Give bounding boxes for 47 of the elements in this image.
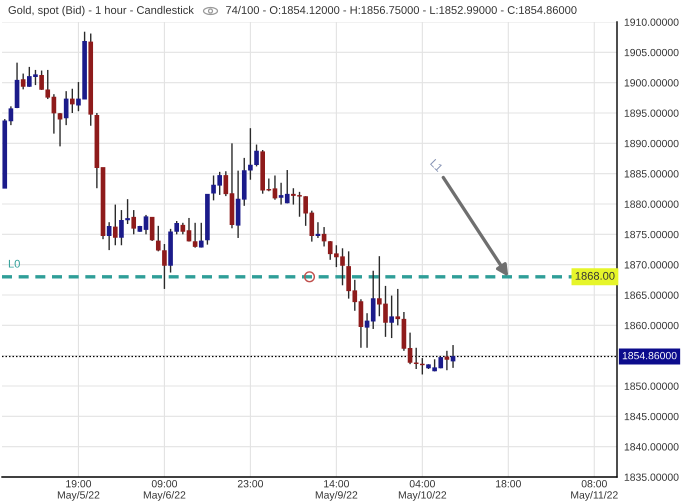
candlestick <box>389 294 394 339</box>
y-tick-label: 1845.00000 <box>624 412 679 420</box>
candlestick <box>70 88 75 114</box>
candlestick <box>106 222 112 251</box>
y-tick-label: 1840.00000 <box>624 443 679 451</box>
x-tick-label: 19:00 May/5/22 <box>58 480 100 501</box>
candlestick <box>112 204 118 246</box>
chart-subtitle: 74/100 - O:1854.12000 - H:1856.75000 - L:1852.99000 - C:1854.86000 <box>226 6 577 14</box>
candlestick <box>450 344 456 369</box>
x-tick-label: 09:00 May/6/22 <box>144 480 186 501</box>
y-tick-label: 1860.00000 <box>624 322 679 330</box>
y-tick-label: 1880.00000 <box>624 200 679 208</box>
y-tick-label: 1850.00000 <box>624 382 679 390</box>
y-tick-label: 1875.00000 <box>624 230 679 238</box>
candlestick <box>156 225 161 252</box>
y-tick-label: 1895.00000 <box>624 110 679 117</box>
y-tick-label: 1890.00000 <box>624 140 679 148</box>
candlestick <box>162 243 167 290</box>
candlestick <box>444 350 450 371</box>
candlestick <box>64 90 68 126</box>
candlestick <box>395 288 400 326</box>
ref-line-label: 1854.86000 <box>622 352 677 360</box>
candlestick <box>254 144 259 168</box>
candlestick <box>198 222 204 248</box>
candlestick <box>119 209 124 246</box>
y-tick-label: 1870.00000 <box>624 261 679 269</box>
candlestick <box>150 216 154 242</box>
y-tick-label: 1835.00000 <box>624 474 679 481</box>
x-tick-label: 14:00 May/9/22 <box>316 480 358 501</box>
chart-title: Gold, spot (Bid) - 1 hour - Candlestick <box>8 6 194 16</box>
ref-line-label: L0 <box>8 260 20 268</box>
x-tick-label: 04:00 May/10/22 <box>398 480 446 501</box>
y-tick-label: 1905.00000 <box>624 48 679 56</box>
y-tick-label: 1910.00000 <box>624 18 679 26</box>
candlestick <box>131 209 136 236</box>
x-tick-label: 23:00 <box>238 480 264 488</box>
candlestick <box>125 198 130 225</box>
annotation: L1 <box>430 158 444 172</box>
annotation: 1868.00 <box>576 272 615 280</box>
y-tick-label: 1885.00000 <box>624 170 679 178</box>
y-tick-label: 1900.00000 <box>624 79 679 87</box>
candlestick <box>20 72 26 90</box>
x-tick-label: 08:00 May/11/22 <box>571 480 618 501</box>
x-tick-label: 18:00 <box>496 480 521 488</box>
candlestick <box>316 222 320 239</box>
candlestick <box>174 220 180 236</box>
y-tick-label: 1865.00000 <box>624 292 679 299</box>
